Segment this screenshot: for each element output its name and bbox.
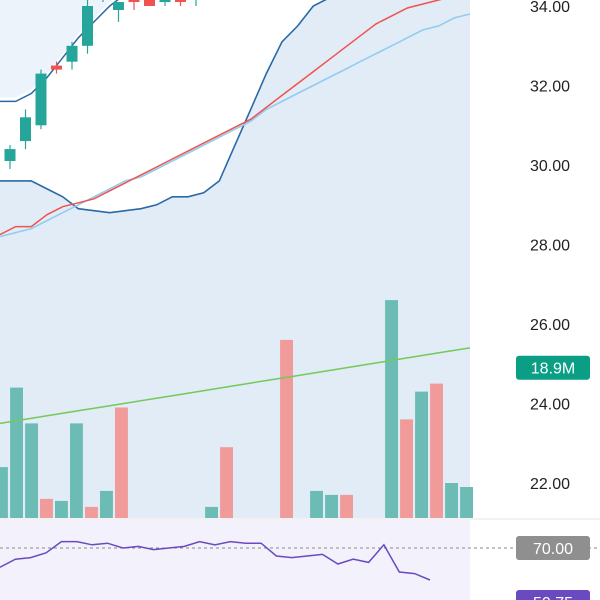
y-tick-label: 28.00: [530, 238, 570, 255]
price-axis: 34.00 32.00 30.00 28.00 26.00 24.00 22.00 18.9M…: [516, 0, 590, 600]
candle-body: [35, 73, 47, 126]
volume-bar: [70, 423, 83, 518]
candle-body: [175, 0, 186, 2]
volume-badge-label: 18.9M: [531, 361, 575, 378]
candle-body: [159, 0, 171, 2]
volume-bar: [55, 500, 68, 518]
volume-bar: [280, 339, 293, 518]
volume-bar: [25, 423, 38, 518]
rsi-pane-bg: [0, 520, 470, 600]
volume-bar: [205, 506, 218, 518]
volume-bar: [325, 494, 338, 518]
candle-body: [144, 0, 155, 6]
candle-body: [20, 117, 31, 142]
y-tick-label: 30.00: [530, 158, 570, 175]
bollinger-lower-line: [0, 0, 327, 214]
candle-body: [82, 6, 93, 46]
bollinger-upper-fill: [0, 0, 470, 98]
volume-bar: [445, 483, 458, 518]
volume-bar: [430, 383, 443, 518]
rsi-band-badge: [516, 536, 590, 560]
rsi-line: [0, 540, 431, 581]
volume-bar: [400, 419, 413, 518]
rsi-current-label: 50.75: [533, 595, 573, 600]
candle-body: [66, 45, 78, 62]
volume-bar: [85, 506, 98, 518]
volume-bar: [40, 498, 53, 518]
y-tick-label: 32.00: [530, 79, 570, 96]
y-tick-label: 22.00: [530, 476, 570, 493]
volume-bar: [340, 494, 353, 518]
candle-body: [51, 65, 62, 70]
y-tick-label: 24.00: [530, 397, 570, 414]
volume-bar: [100, 490, 113, 518]
volume-bar: [385, 300, 398, 518]
price-pane: [0, 0, 473, 518]
moving-average-line: [0, 0, 442, 236]
bollinger-upper-line: [0, 0, 119, 103]
y-tick-label: 26.00: [530, 317, 570, 334]
bollinger-basis-line: [0, 13, 471, 238]
bollinger-fill: [0, 0, 470, 518]
rsi-band-label: 70.00: [533, 541, 573, 558]
candle-body: [128, 0, 140, 2]
rsi-pane: [0, 520, 600, 600]
volume-badge: [516, 355, 590, 380]
y-tick-label: 34.00: [530, 0, 570, 16]
volume-bar: [415, 391, 428, 518]
volume-ma-line: [0, 347, 471, 425]
candle-body: [113, 2, 124, 10]
volume-bar: [460, 487, 473, 518]
volume-bar: [220, 447, 233, 518]
volume-bar: [0, 467, 8, 518]
rsi-current-badge: [516, 590, 590, 600]
volume-bar: [310, 490, 323, 518]
candle-body: [4, 149, 16, 161]
volume-bar: [10, 387, 23, 518]
volume-bar: [115, 407, 128, 518]
